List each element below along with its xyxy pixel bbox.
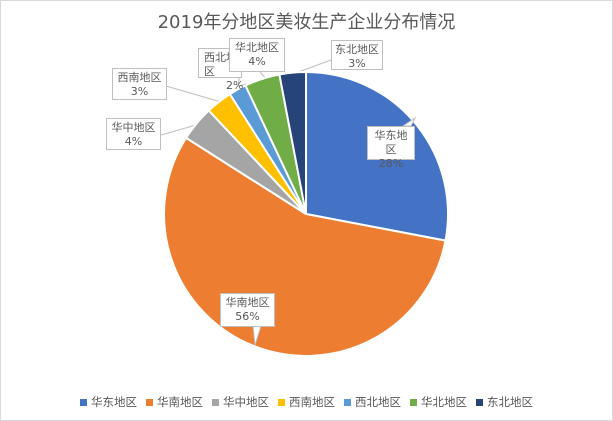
- data-label-xinan: 西南地区 3%: [112, 68, 167, 100]
- legend-label: 华南地区: [157, 395, 203, 409]
- label-name: 华北地区: [235, 41, 279, 54]
- legend-swatch-icon: [476, 398, 483, 406]
- data-label-huanan: 华南地区 56%: [220, 293, 275, 327]
- legend-swatch-icon: [80, 398, 87, 406]
- data-label-huadong: 华东地区 28%: [367, 126, 415, 170]
- label-name: 西南地区: [117, 71, 162, 84]
- data-label-dongbei: 东北地区 3%: [331, 40, 383, 70]
- legend-swatch-icon: [146, 398, 153, 406]
- label-name: 华中地区: [111, 121, 156, 134]
- label-value: 4%: [248, 55, 266, 68]
- legend-swatch-icon: [212, 398, 219, 406]
- label-value: 4%: [124, 135, 143, 148]
- chart-title: 2019年分地区美妆生产企业分布情况: [157, 12, 456, 33]
- label-name: 华南地区: [225, 296, 270, 309]
- legend-item-huadong[interactable]: 华东地区: [80, 394, 137, 410]
- label-value: 28%: [378, 157, 404, 170]
- label-name: 华东地区: [374, 129, 408, 156]
- legend-item-huabei[interactable]: 华北地区: [410, 394, 467, 410]
- legend: 华东地区 华南地区 华中地区 西南地区 西北地区 华北地区 东北地区: [0, 394, 613, 410]
- legend-swatch-icon: [278, 398, 285, 406]
- label-value: 3%: [348, 57, 366, 70]
- legend-label: 华北地区: [421, 395, 467, 409]
- legend-item-dongbei[interactable]: 东北地区: [476, 394, 533, 410]
- label-value: 2%: [226, 79, 244, 92]
- label-name: 东北地区: [335, 43, 379, 56]
- legend-item-huazhong[interactable]: 华中地区: [212, 394, 269, 410]
- slice-dongbei[interactable]: [278, 70, 307, 215]
- legend-item-xibei[interactable]: 西北地区: [344, 394, 401, 410]
- data-label-huazhong: 华中地区 4%: [106, 118, 161, 150]
- legend-item-huanan[interactable]: 华南地区: [146, 394, 203, 410]
- legend-label: 东北地区: [487, 395, 533, 409]
- legend-label: 华中地区: [223, 395, 269, 409]
- legend-label: 西北地区: [355, 395, 401, 409]
- label-value: 3%: [130, 85, 149, 98]
- label-name: 西北地区: [204, 51, 237, 78]
- label-value: 56%: [235, 310, 260, 323]
- legend-swatch-icon: [344, 398, 351, 406]
- legend-swatch-icon: [410, 398, 417, 406]
- legend-label: 华东地区: [91, 395, 137, 409]
- legend-item-xinan[interactable]: 西南地区: [278, 394, 335, 410]
- data-label-huabei: 华北地区 4%: [229, 38, 285, 72]
- legend-label: 西南地区: [289, 395, 335, 409]
